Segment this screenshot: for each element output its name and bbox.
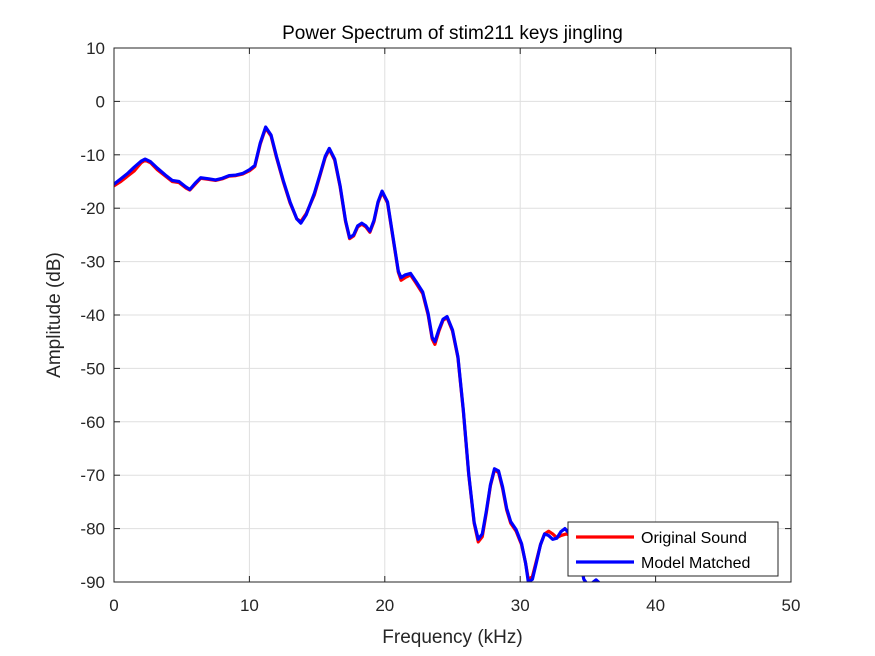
y-tick-label: -40: [80, 306, 105, 325]
x-tick-label: 10: [240, 596, 259, 615]
x-tick-label: 20: [375, 596, 394, 615]
x-tick-label: 40: [646, 596, 665, 615]
legend: Original Sound Model Matched: [567, 521, 779, 577]
series-line-model-matched: [114, 125, 601, 582]
y-tick-label: -80: [80, 520, 105, 539]
y-axis-label: Amplitude (dB): [44, 252, 65, 378]
y-tick-label: -60: [80, 413, 105, 432]
x-tick-label: 0: [109, 596, 118, 615]
chart-title: Power Spectrum of stim211 keys jingling: [282, 23, 623, 44]
x-tick-label: 50: [782, 596, 801, 615]
series-layer: [114, 125, 601, 582]
legend-box: [567, 521, 779, 577]
y-tick-label: -70: [80, 466, 105, 485]
x-axis-label: Frequency (kHz): [382, 627, 522, 648]
y-tick-label: 0: [96, 92, 105, 111]
y-tick-label: 10: [86, 39, 105, 58]
axis-ticks: 0 10 20 30 40 50 10 0 -10 -20 -30 -40 -50 -60 -70 -80 -9…: [80, 39, 800, 615]
x-tick-label: 30: [511, 596, 530, 615]
y-tick-label: -50: [80, 359, 105, 378]
y-tick-label: -10: [80, 146, 105, 165]
y-tick-label: -90: [80, 573, 105, 592]
y-tick-label: -30: [80, 253, 105, 272]
y-tick-label: -20: [80, 199, 105, 218]
legend-label: Model Matched: [641, 555, 750, 572]
legend-label: Original Sound: [641, 530, 747, 547]
